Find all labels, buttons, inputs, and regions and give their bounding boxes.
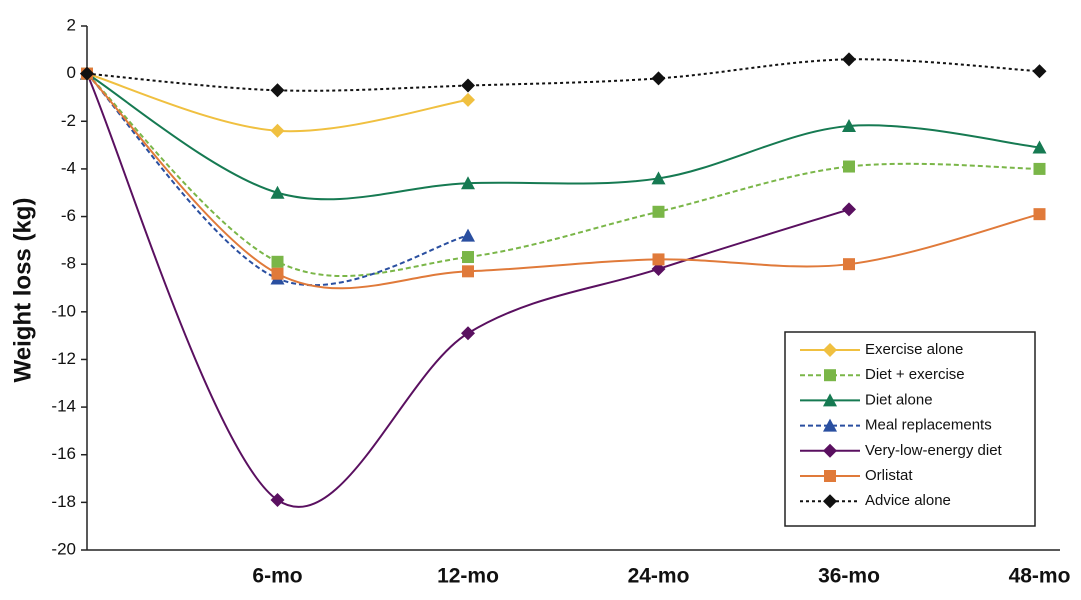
- marker: [461, 78, 475, 93]
- y-tick-label: -12: [51, 349, 76, 368]
- y-tick-label: -14: [51, 397, 76, 416]
- marker: [271, 255, 284, 268]
- y-tick-label: -2: [61, 111, 76, 130]
- marker: [270, 83, 285, 98]
- marker: [843, 258, 855, 271]
- x-tick-label: 48-mo: [1009, 565, 1071, 588]
- legend-label: Orlistat: [865, 467, 913, 484]
- marker: [1032, 140, 1047, 154]
- marker: [1032, 64, 1047, 79]
- marker: [842, 119, 856, 133]
- legend-marker: [824, 369, 836, 382]
- legend-marker: [823, 393, 837, 407]
- legend-label: Meal replacements: [865, 417, 992, 434]
- series-line: [86, 72, 1040, 290]
- x-tick-label: 6-mo: [252, 565, 302, 588]
- legend-label: Diet alone: [865, 391, 933, 408]
- legend-marker: [823, 343, 837, 357]
- marker: [461, 176, 475, 190]
- marker: [270, 185, 285, 199]
- marker: [271, 267, 284, 280]
- legend-marker: [823, 494, 837, 509]
- y-tick-label: 0: [67, 63, 76, 82]
- marker: [461, 92, 475, 107]
- marker: [842, 202, 856, 217]
- marker: [80, 66, 94, 81]
- y-axis-label: Weight loss (kg): [9, 198, 36, 383]
- legend-label: Very-low-energy diet: [865, 442, 1003, 459]
- series-line: [86, 72, 1040, 201]
- y-tick-label: -20: [51, 539, 76, 558]
- legend-label: Advice alone: [865, 492, 951, 509]
- marker: [651, 171, 666, 185]
- marker: [270, 123, 285, 138]
- series-line: [86, 72, 469, 287]
- marker: [843, 160, 855, 173]
- marker: [461, 228, 475, 242]
- marker: [461, 326, 475, 341]
- marker: [651, 261, 666, 276]
- legend-label: Diet + exercise: [865, 366, 965, 383]
- marker: [462, 265, 474, 278]
- legend-box: [784, 331, 1036, 527]
- marker: [1033, 208, 1046, 221]
- marker: [270, 492, 285, 507]
- series-line: [86, 72, 1040, 278]
- legend-marker: [824, 470, 836, 482]
- legend-label: Exercise alone: [865, 341, 963, 358]
- x-tick-label: 12-mo: [437, 565, 499, 588]
- y-tick-label: -8: [61, 254, 76, 273]
- marker: [842, 52, 856, 67]
- y-tick-label: -18: [51, 492, 76, 511]
- y-tick-label: 2: [67, 15, 76, 34]
- series-line: [86, 73, 850, 508]
- legend-marker: [823, 418, 837, 432]
- series-line: [86, 58, 1040, 92]
- marker: [462, 251, 474, 264]
- series-line: [86, 72, 469, 133]
- x-tick-label: 24-mo: [628, 565, 690, 588]
- y-tick-label: -10: [51, 301, 76, 320]
- marker: [651, 71, 666, 86]
- y-tick-label: -4: [61, 158, 76, 177]
- y-tick-label: -6: [61, 206, 76, 225]
- y-tick-label: -16: [51, 444, 76, 463]
- x-tick-label: 36-mo: [818, 565, 880, 588]
- marker: [652, 253, 665, 266]
- marker: [652, 205, 665, 218]
- marker: [1033, 162, 1046, 175]
- legend-marker: [823, 443, 837, 458]
